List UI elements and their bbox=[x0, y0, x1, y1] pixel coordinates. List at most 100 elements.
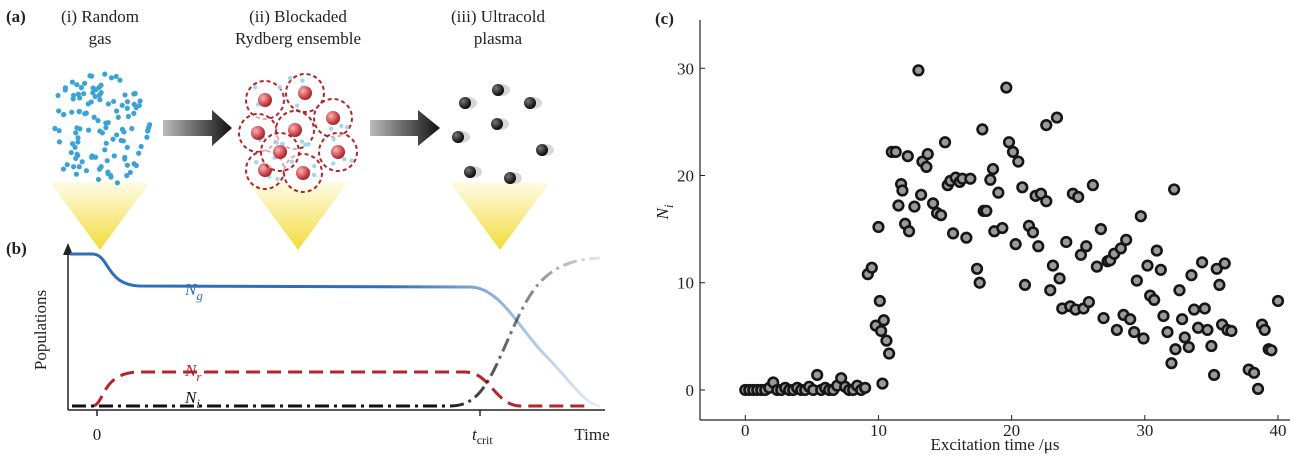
curve-label-main: N bbox=[184, 388, 198, 407]
arrow bbox=[163, 110, 232, 146]
point bbox=[876, 377, 889, 390]
point bbox=[912, 64, 925, 77]
rydberg-atom bbox=[296, 166, 310, 180]
atom bbox=[56, 108, 62, 114]
atom bbox=[342, 156, 347, 162]
atom bbox=[74, 82, 80, 88]
atom bbox=[280, 141, 285, 147]
atom bbox=[303, 142, 308, 147]
atom bbox=[105, 101, 112, 107]
point bbox=[1178, 331, 1191, 344]
x-mark: 0 bbox=[93, 425, 102, 444]
atom bbox=[131, 91, 137, 97]
atom bbox=[56, 139, 63, 145]
point bbox=[1124, 313, 1137, 326]
atom bbox=[294, 103, 300, 108]
point bbox=[1134, 210, 1147, 223]
y-label-sub: i bbox=[661, 204, 676, 208]
atom bbox=[122, 92, 128, 98]
atom bbox=[87, 73, 93, 79]
curve-label: Ng bbox=[184, 280, 203, 303]
atom bbox=[73, 130, 79, 136]
point bbox=[1082, 295, 1095, 309]
atom bbox=[124, 99, 131, 105]
atom bbox=[124, 173, 130, 179]
point bbox=[980, 204, 993, 217]
x-mark-main: t bbox=[472, 425, 478, 444]
stage-title: plasma bbox=[474, 29, 523, 48]
atom bbox=[274, 140, 280, 145]
atom bbox=[102, 147, 108, 153]
atom bbox=[103, 140, 109, 146]
point bbox=[1032, 240, 1045, 253]
point bbox=[1205, 339, 1218, 353]
rydberg-atom bbox=[298, 86, 312, 100]
atom bbox=[131, 110, 137, 116]
atom bbox=[114, 132, 120, 138]
atom bbox=[61, 111, 67, 118]
atom bbox=[137, 98, 143, 104]
atom bbox=[136, 150, 142, 156]
atom bbox=[252, 85, 258, 90]
atom bbox=[62, 87, 68, 93]
ion bbox=[492, 84, 504, 96]
atom bbox=[117, 77, 123, 83]
atom bbox=[70, 96, 76, 102]
panel-c: (c) Excitation time /μs Ni 0 10 20 30 0 10 20 3… bbox=[653, 9, 1290, 454]
atom bbox=[127, 169, 133, 176]
point bbox=[877, 314, 890, 327]
atom bbox=[83, 110, 89, 116]
point bbox=[960, 231, 973, 244]
atom bbox=[103, 120, 109, 126]
panel-label: (b) bbox=[6, 239, 27, 258]
atom bbox=[76, 108, 83, 114]
x-label: Time bbox=[574, 425, 609, 444]
y-label-main: N bbox=[653, 206, 672, 220]
point bbox=[1128, 325, 1141, 339]
atom bbox=[339, 123, 344, 129]
point bbox=[1080, 240, 1093, 253]
x-tick-label: 20 bbox=[1003, 421, 1020, 440]
ion bbox=[524, 97, 536, 109]
atom bbox=[73, 171, 80, 177]
atom bbox=[111, 98, 117, 105]
x-axis-label: Excitation time /μs bbox=[930, 435, 1059, 454]
laser-cone bbox=[50, 182, 150, 250]
atom bbox=[306, 142, 311, 147]
atom bbox=[97, 97, 103, 103]
point bbox=[1090, 260, 1103, 273]
atom bbox=[124, 144, 130, 150]
y-tick-label: 0 bbox=[686, 381, 695, 400]
atom bbox=[124, 105, 130, 111]
atom bbox=[75, 139, 81, 145]
atom bbox=[71, 164, 77, 170]
point bbox=[1097, 312, 1110, 325]
point bbox=[1225, 324, 1238, 338]
point bbox=[811, 368, 824, 382]
point bbox=[1218, 257, 1231, 270]
atom bbox=[277, 85, 283, 90]
point bbox=[1201, 323, 1214, 337]
atom bbox=[119, 102, 125, 108]
atom bbox=[331, 137, 336, 142]
atom bbox=[75, 135, 81, 141]
stage-title: Rydberg ensemble bbox=[235, 29, 361, 48]
curve-label-sub: r bbox=[196, 369, 202, 384]
atom bbox=[124, 162, 130, 168]
panel-b: (b) Populations Time 0 tcrit Ng Nr Ni bbox=[6, 239, 610, 447]
laser-cone bbox=[450, 182, 550, 250]
point bbox=[1053, 272, 1066, 285]
atom bbox=[349, 158, 354, 163]
point bbox=[1213, 278, 1226, 291]
point bbox=[883, 347, 896, 360]
atom bbox=[95, 176, 102, 183]
plasma-ions bbox=[452, 84, 554, 184]
rydberg-atom bbox=[251, 126, 265, 140]
atom bbox=[90, 90, 96, 96]
atom bbox=[125, 113, 132, 120]
rydberg-atom bbox=[288, 123, 302, 137]
x-mark-sub: crit bbox=[477, 433, 494, 447]
point bbox=[1002, 136, 1016, 149]
panel-label: (a) bbox=[6, 7, 26, 26]
point bbox=[1210, 262, 1223, 275]
